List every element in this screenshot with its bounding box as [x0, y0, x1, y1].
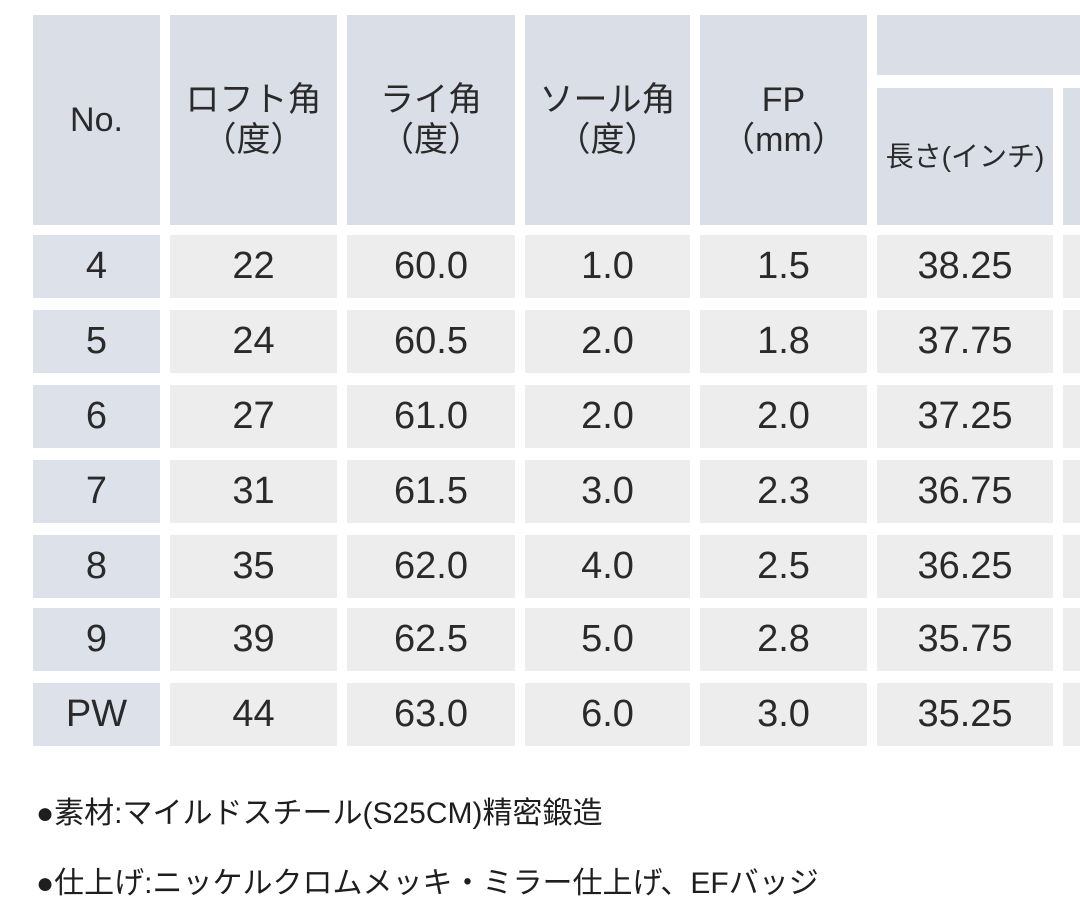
- partial-cell: [1063, 385, 1080, 448]
- data-cell: 44: [170, 683, 337, 746]
- data-cell: 3.0: [525, 460, 690, 523]
- data-cell: 35: [170, 535, 337, 598]
- partial-cell: [1063, 535, 1080, 598]
- header-text: （度）: [380, 121, 482, 159]
- header-cell: ロフト角 （度）: [170, 15, 337, 225]
- data-cell: 61.5: [347, 460, 515, 523]
- data-cell: 38.25: [877, 235, 1053, 298]
- header-text: 長さ(インチ): [885, 140, 1045, 172]
- header-text: （度）: [202, 121, 305, 159]
- data-cell: 1.8: [700, 310, 867, 373]
- data-cell: 22: [170, 235, 337, 298]
- note: ●仕上げ:ニッケルクロムメッキ・ミラー仕上げ、EFバッジ: [36, 867, 819, 900]
- header-partial: [1063, 88, 1080, 225]
- header-cell: No.: [33, 15, 160, 225]
- data-cell: 39: [170, 608, 337, 671]
- header-text: ライ角: [380, 81, 482, 119]
- data-cell: 2.0: [525, 385, 690, 448]
- partial-cell: [1063, 235, 1080, 298]
- data-cell: 6.0: [525, 683, 690, 746]
- header-cell: ソール角 （度）: [525, 15, 690, 225]
- note: ●素材:マイルドスチール(S25CM)精密鍛造: [36, 797, 603, 830]
- data-cell: 62.5: [347, 608, 515, 671]
- data-cell: 2.0: [700, 385, 867, 448]
- header-cell: ライ角 （度）: [347, 15, 515, 225]
- data-cell: 1.0: [525, 235, 690, 298]
- data-cell: 36.75: [877, 460, 1053, 523]
- data-cell: 36.25: [877, 535, 1053, 598]
- data-cell: 63.0: [347, 683, 515, 746]
- data-cell: 2.5: [700, 535, 867, 598]
- data-cell: 1.5: [700, 235, 867, 298]
- partial-cell: [1063, 683, 1080, 746]
- partial-cell: [1063, 608, 1080, 671]
- partial-cell: [1063, 460, 1080, 523]
- header-cell: 長さ(インチ): [877, 88, 1053, 225]
- data-cell: 2.8: [700, 608, 867, 671]
- data-cell: 5.0: [525, 608, 690, 671]
- header-cell: FP （mm）: [700, 15, 867, 225]
- data-cell: 31: [170, 460, 337, 523]
- header-band: [877, 15, 1080, 75]
- row-label: 6: [33, 385, 160, 448]
- row-label: PW: [33, 683, 160, 746]
- row-label: 7: [33, 460, 160, 523]
- data-cell: 2.3: [700, 460, 867, 523]
- header-text: No.: [70, 101, 123, 139]
- data-cell: 4.0: [525, 535, 690, 598]
- row-label: 9: [33, 608, 160, 671]
- data-cell: 60.5: [347, 310, 515, 373]
- data-cell: 62.0: [347, 535, 515, 598]
- data-cell: 2.0: [525, 310, 690, 373]
- row-label: 5: [33, 310, 160, 373]
- data-cell: 3.0: [700, 683, 867, 746]
- header-text: ロフト角: [185, 81, 322, 119]
- data-cell: 35.75: [877, 608, 1053, 671]
- data-cell: 24: [170, 310, 337, 373]
- row-label: 4: [33, 235, 160, 298]
- header-text: （mm）: [721, 121, 846, 159]
- data-cell: 27: [170, 385, 337, 448]
- partial-cell: [1063, 310, 1080, 373]
- row-label: 8: [33, 535, 160, 598]
- data-cell: 37.25: [877, 385, 1053, 448]
- data-cell: 61.0: [347, 385, 515, 448]
- data-cell: 37.75: [877, 310, 1053, 373]
- data-cell: 60.0: [347, 235, 515, 298]
- header-text: FP: [761, 81, 806, 119]
- data-cell: 35.25: [877, 683, 1053, 746]
- header-text: ソール角: [539, 81, 676, 119]
- header-text: （度）: [556, 121, 659, 159]
